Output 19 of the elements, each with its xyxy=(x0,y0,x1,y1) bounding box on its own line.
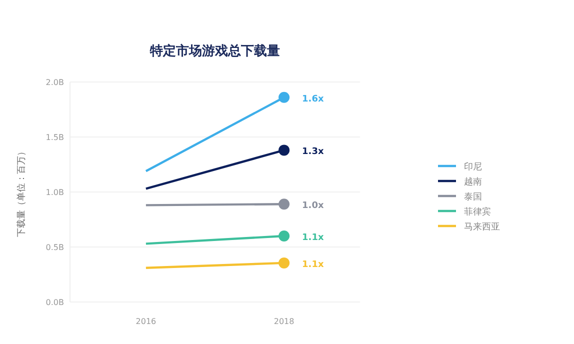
chart-title: 特定市场游戏总下载量 xyxy=(149,43,280,59)
legend-label: 泰国 xyxy=(464,192,482,202)
x-tick-label: 2016 xyxy=(136,317,156,326)
legend-label: 菲律宾 xyxy=(464,206,491,218)
annotation: 1.3x xyxy=(302,147,324,158)
legend-label: 越南 xyxy=(464,176,482,188)
annotation: 1.1x xyxy=(302,260,324,270)
legend-label: 印尼 xyxy=(464,162,482,172)
annotation: 1.0x xyxy=(302,201,324,212)
legend-label: 马来西亚 xyxy=(464,222,500,232)
y-tick-label: 0.5B xyxy=(46,243,64,252)
y-tick-label: 1.0B xyxy=(46,188,64,197)
x-tick-label: 2018 xyxy=(274,317,294,326)
y-axis-title: 下载量（单位：百万） xyxy=(16,147,27,237)
y-tick-label: 0.0B xyxy=(46,298,64,307)
annotation: 1.1x xyxy=(302,233,324,243)
y-tick-label: 2.0B xyxy=(46,78,64,87)
annotation: 1.6x xyxy=(302,94,324,104)
y-tick-label: 1.5B xyxy=(46,133,64,142)
